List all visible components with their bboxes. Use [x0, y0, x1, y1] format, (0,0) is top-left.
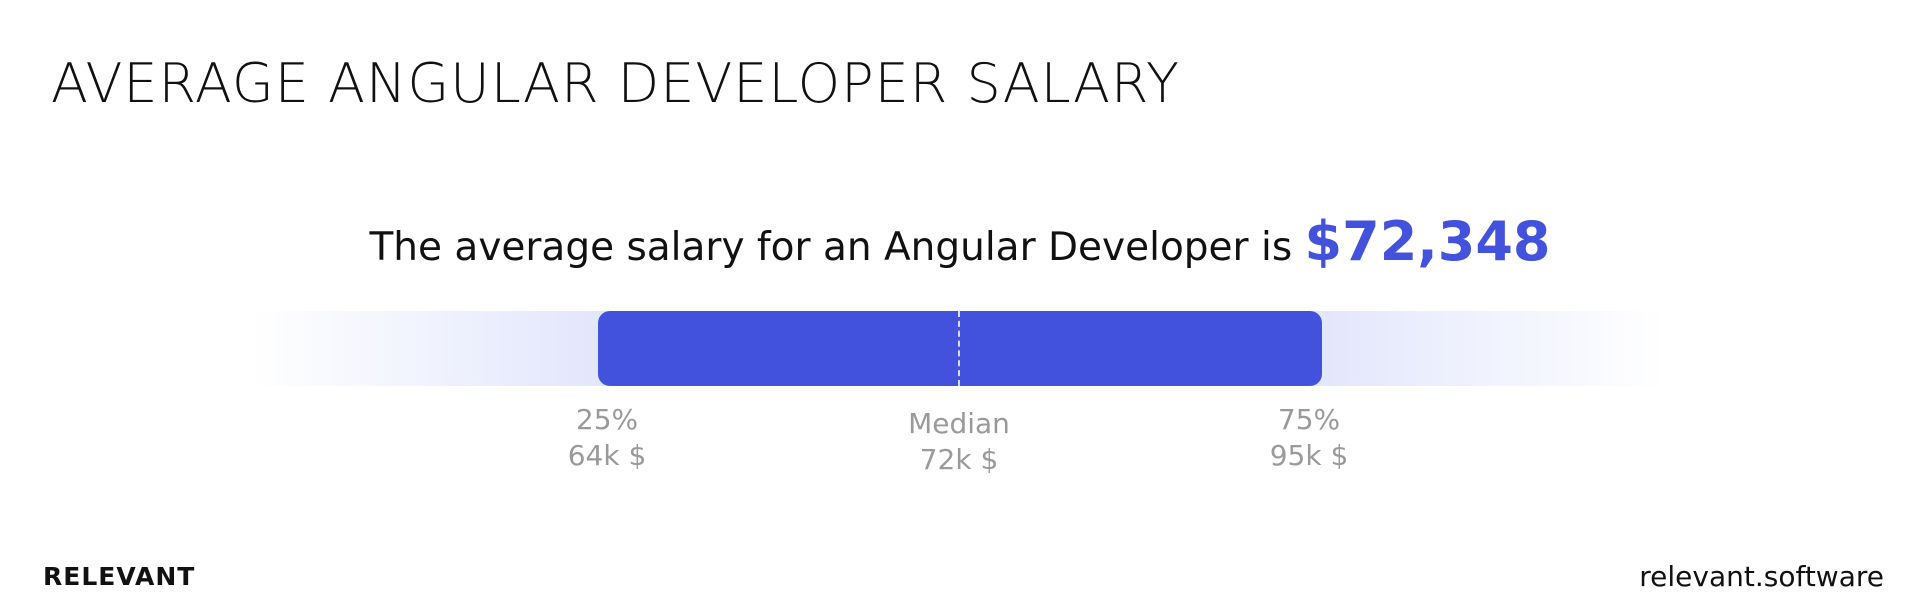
marker-label: 25% — [575, 403, 639, 436]
median-line — [958, 311, 960, 386]
title: AVERAGE ANGULAR DEVELOPER SALARY — [51, 52, 1180, 115]
summary-text: The average salary for an Angular Develo… — [369, 225, 1293, 270]
marker-label: 75% — [1277, 403, 1341, 436]
website: relevant.software — [1639, 560, 1884, 593]
summary: The average salary for an Angular Develo… — [0, 210, 1920, 273]
range-bar — [598, 311, 1322, 386]
brand: RELEVANT — [43, 562, 196, 591]
marker: 75% 95k $ — [1209, 402, 1409, 474]
marker: Median 72k $ — [859, 406, 1059, 478]
marker-label: Median — [908, 407, 1010, 440]
marker-value: 64k $ — [567, 439, 647, 472]
marker-value: 72k $ — [919, 443, 999, 476]
summary-amount: $72,348 — [1304, 210, 1551, 273]
marker-value: 95k $ — [1269, 439, 1349, 472]
marker: 25% 64k $ — [507, 402, 707, 474]
